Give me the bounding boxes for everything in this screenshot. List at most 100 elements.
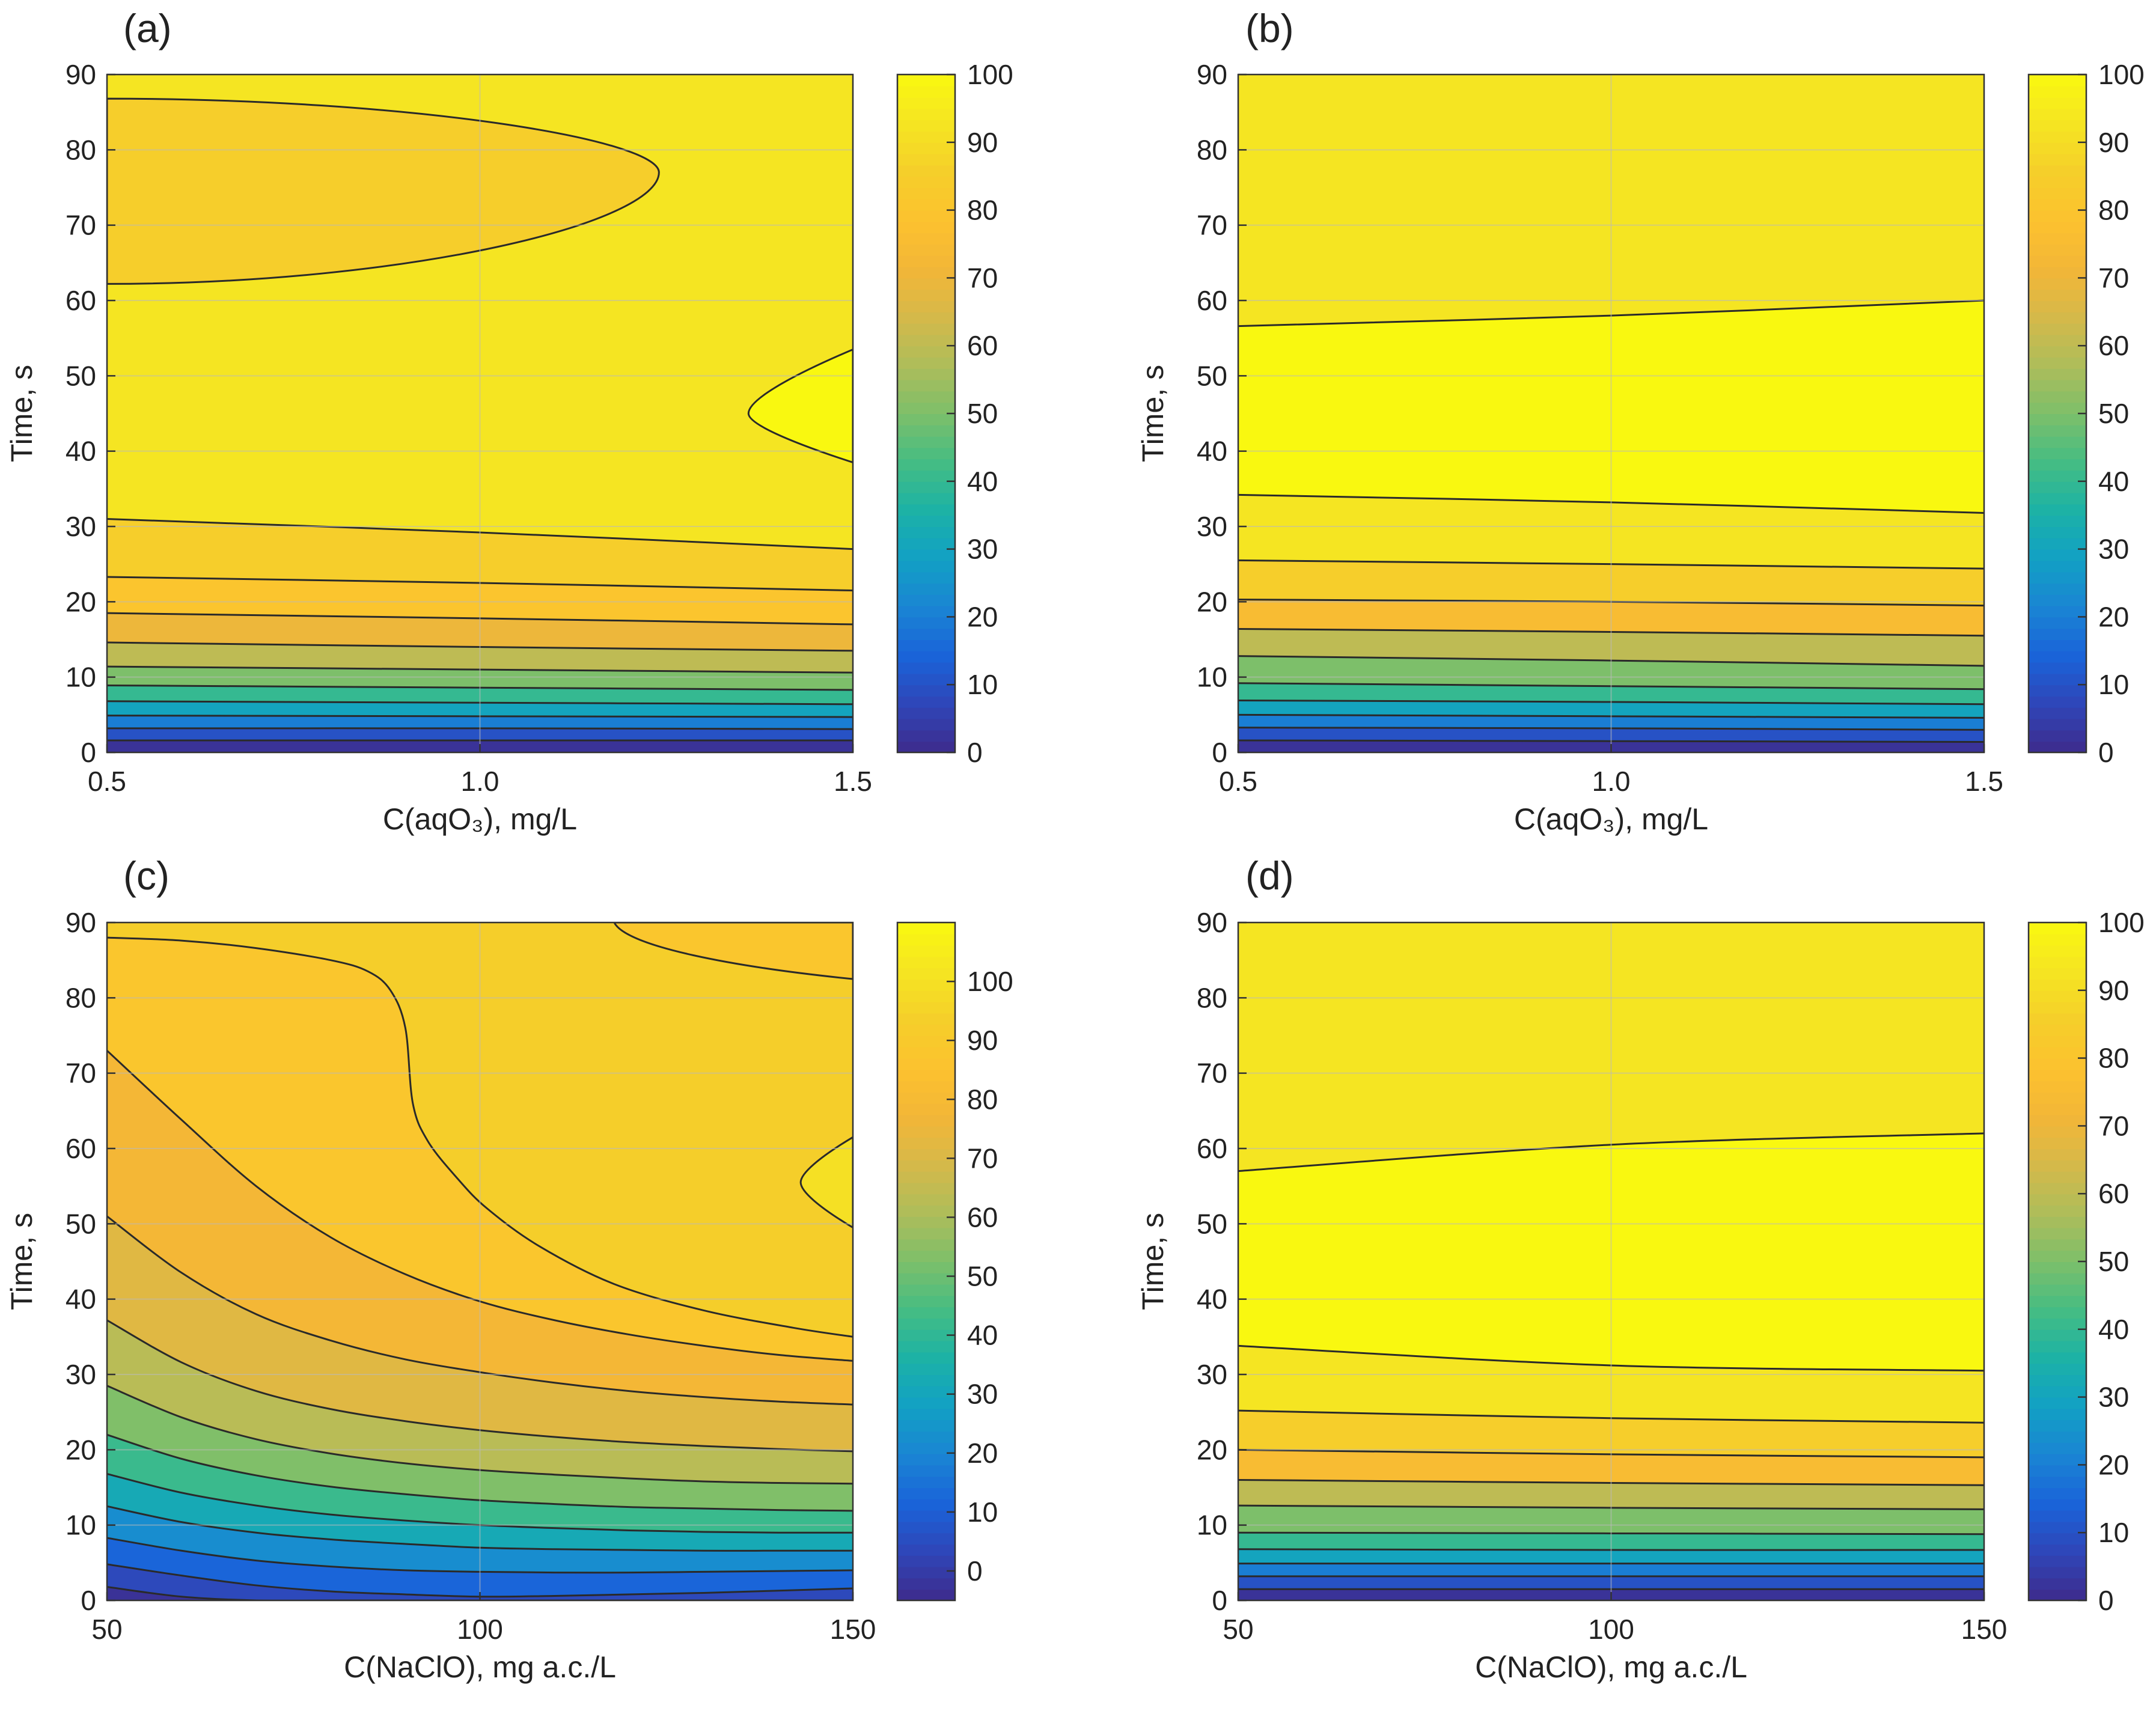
colorbar-swatch — [897, 1024, 955, 1036]
colorbar-swatch — [897, 1555, 955, 1567]
colorbar-swatch — [897, 1385, 955, 1398]
colorbar-swatch — [897, 255, 955, 267]
colorbar-swatch — [2029, 662, 2086, 674]
colorbar-swatch — [897, 311, 955, 324]
colorbar-swatch — [897, 1318, 955, 1330]
colorbar-swatch — [897, 549, 955, 561]
colorbar-swatch — [2029, 594, 2086, 606]
colorbar-swatch — [2029, 707, 2086, 719]
y-tick-label: 90 — [66, 907, 96, 938]
colorbar-swatch — [897, 605, 955, 618]
colorbar-tick-label: 100 — [2098, 59, 2145, 90]
colorbar-tick-label: 0 — [967, 1555, 983, 1587]
colorbar-swatch — [897, 1250, 955, 1262]
colorbar-swatch — [897, 1046, 955, 1059]
colorbar-tick-label: 30 — [967, 534, 998, 565]
y-tick-label: 80 — [66, 134, 96, 165]
colorbar-swatch — [897, 1465, 955, 1477]
colorbar-swatch — [2029, 424, 2086, 437]
colorbar-swatch — [897, 1510, 955, 1522]
y-tick-label: 50 — [66, 360, 96, 391]
colorbar-swatch — [897, 1363, 955, 1375]
colorbar-swatch — [897, 515, 955, 527]
colorbar-swatch — [2029, 1103, 2086, 1115]
colorbar-swatch — [897, 1284, 955, 1296]
colorbar-swatch — [2029, 515, 2086, 527]
y-tick-label: 0 — [81, 1585, 96, 1616]
colorbar-swatch — [897, 718, 955, 731]
colorbar-swatch — [2029, 1284, 2086, 1296]
colorbar-tick-label: 50 — [967, 1261, 998, 1292]
colorbar-swatch — [897, 481, 955, 493]
colorbar-swatch — [2029, 75, 2086, 87]
colorbar-swatch — [2029, 1329, 2086, 1341]
colorbar-swatch — [2029, 1453, 2086, 1466]
y-tick-label: 70 — [66, 210, 96, 241]
colorbar-swatch — [897, 1295, 955, 1308]
colorbar-swatch — [2029, 1566, 2086, 1579]
colorbar-swatch — [897, 1307, 955, 1319]
colorbar-tick-label: 90 — [2098, 127, 2129, 158]
colorbar-tick-label: 20 — [2098, 1449, 2129, 1480]
colorbar-swatch — [897, 334, 955, 347]
colorbar-swatch — [897, 1069, 955, 1082]
colorbar-swatch — [897, 1521, 955, 1534]
colorbar-swatch — [2029, 85, 2086, 98]
colorbar-swatch — [2029, 1148, 2086, 1160]
colorbar: 0 10 20 30 40 50 60 70 80 90 100 — [896, 921, 1013, 1602]
y-tick-label: 30 — [1197, 1359, 1227, 1390]
colorbar-swatch — [897, 221, 955, 234]
colorbar-swatch — [2029, 685, 2086, 697]
colorbar-swatch — [897, 131, 955, 143]
colorbar-swatch — [897, 1148, 955, 1160]
y-tick-label: 60 — [66, 1133, 96, 1164]
colorbar-swatch — [897, 696, 955, 708]
colorbar-swatch — [897, 1261, 955, 1273]
y-axis-title: Time, s — [5, 365, 38, 462]
colorbar-swatch — [897, 707, 955, 719]
colorbar-swatch — [2029, 233, 2086, 245]
x-tick-label: 50 — [91, 1614, 122, 1645]
panel-label: (b) — [1245, 6, 1294, 50]
colorbar-swatch — [897, 1329, 955, 1341]
colorbar-swatch — [897, 1205, 955, 1217]
y-tick-label: 70 — [66, 1058, 96, 1089]
colorbar-swatch — [2029, 346, 2086, 358]
colorbar: 0 10 20 30 40 50 60 70 80 90 100 — [2027, 59, 2145, 768]
colorbar-swatch — [897, 1272, 955, 1285]
colorbar-tick-label: 100 — [967, 59, 1013, 90]
colorbar-swatch — [897, 1340, 955, 1353]
colorbar-swatch — [897, 1194, 955, 1206]
y-tick-label: 80 — [1197, 982, 1227, 1013]
colorbar-swatch — [897, 108, 955, 121]
colorbar-swatch — [897, 1126, 955, 1138]
colorbar-swatch — [897, 1058, 955, 1070]
colorbar-swatch — [897, 1589, 955, 1601]
y-tick-label: 30 — [66, 1359, 96, 1390]
contour-plot-area — [1238, 923, 1984, 1600]
colorbar-swatch — [2029, 572, 2086, 584]
colorbar-swatch — [2029, 945, 2086, 957]
colorbar-swatch — [2029, 289, 2086, 301]
contour-band — [107, 1564, 853, 1600]
colorbar-swatch — [897, 244, 955, 256]
colorbar-tick-label: 80 — [2098, 195, 2129, 226]
colorbar-swatch — [2029, 1420, 2086, 1432]
contour-band — [107, 1506, 853, 1573]
colorbar-swatch — [2029, 1013, 2086, 1025]
y-tick-label: 30 — [1197, 511, 1227, 542]
colorbar-swatch — [897, 1081, 955, 1093]
colorbar: 0 10 20 30 40 50 60 70 80 90 100 — [896, 59, 1013, 768]
colorbar-tick-label: 60 — [967, 330, 998, 361]
colorbar-swatch — [897, 346, 955, 358]
colorbar-tick-label: 10 — [2098, 669, 2129, 700]
colorbar-swatch — [897, 979, 955, 991]
colorbar-swatch — [897, 673, 955, 686]
colorbar-swatch — [2029, 1069, 2086, 1082]
colorbar-swatch — [2029, 1137, 2086, 1149]
colorbar-swatch — [897, 198, 955, 211]
colorbar-swatch — [897, 537, 955, 550]
colorbar-swatch — [2029, 266, 2086, 279]
colorbar-swatch — [2029, 1261, 2086, 1273]
colorbar-tick-label: 50 — [2098, 1246, 2129, 1277]
